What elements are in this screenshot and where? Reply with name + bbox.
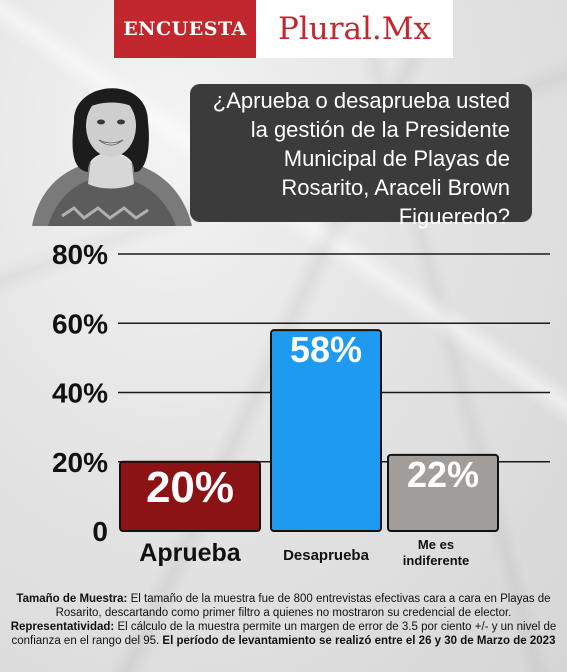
methodology-note: Tamaño de Muestra: El tamaño de la muest… bbox=[8, 592, 559, 648]
representativity-label: Representatividad: bbox=[10, 621, 115, 633]
value-label: 22% bbox=[407, 454, 479, 495]
category-label: Aprueba bbox=[139, 539, 242, 567]
y-tick-label: 40% bbox=[52, 378, 108, 409]
value-label: 20% bbox=[146, 463, 234, 512]
category-label: Desaprueba bbox=[283, 547, 370, 564]
sample-text: El tamaño de la muestra fue de 800 entre… bbox=[55, 593, 551, 619]
category-label: Me es indiferente bbox=[403, 537, 469, 568]
y-tick-label: 20% bbox=[52, 447, 108, 478]
encuesta-tag: ENCUESTA bbox=[114, 0, 256, 58]
brand-banner: ENCUESTA Plural.Mx bbox=[114, 0, 453, 58]
y-tick-label: 80% bbox=[52, 239, 108, 270]
portrait-photo bbox=[32, 88, 192, 226]
bar-chart: 0 20% 40% 60% 80% 20% 58% 22% Aprueba Desaprueb… bbox=[52, 239, 550, 568]
bar bbox=[119, 460, 261, 532]
bars bbox=[119, 329, 499, 532]
brand-logo: Plural.Mx bbox=[256, 0, 453, 58]
value-label: 58% bbox=[290, 329, 362, 370]
y-axis-ticks: 0 20% 40% 60% 80% bbox=[52, 239, 108, 547]
question-box: ¿Aprueba o desaprueba usted la gestión d… bbox=[190, 84, 532, 229]
bar bbox=[270, 329, 382, 532]
period-text: El período de levantamiento se realizó e… bbox=[162, 635, 556, 647]
y-tick-label: 60% bbox=[52, 308, 108, 339]
representativity-text: El cálculo de la muestra permite un marg… bbox=[11, 621, 557, 647]
value-labels: 20% 58% 22% bbox=[146, 329, 479, 512]
category-labels: Aprueba Desaprueba Me es indiferente bbox=[139, 537, 469, 568]
bar bbox=[387, 453, 499, 532]
y-tick-label: 0 bbox=[92, 516, 108, 547]
sample-label: Tamaño de Muestra: bbox=[16, 593, 128, 605]
